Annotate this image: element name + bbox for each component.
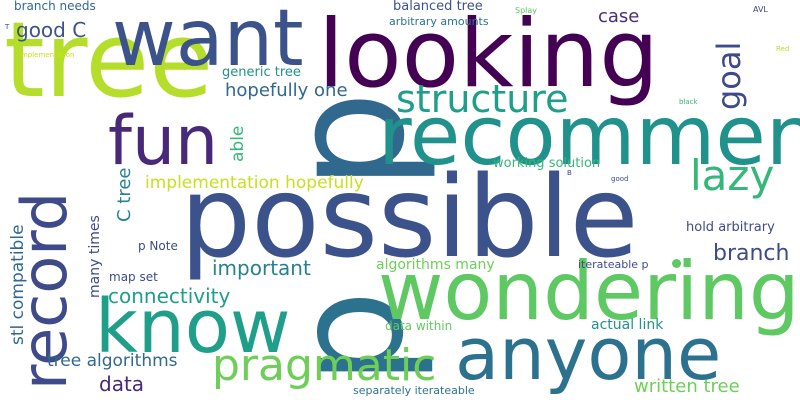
word-red: Red — [776, 45, 790, 53]
word-avl: AVL — [753, 5, 768, 14]
word-b: B — [567, 169, 572, 177]
word-separately-iterateable: separately iterateable — [353, 384, 475, 397]
word-anyone: anyone — [455, 312, 722, 396]
word-connectivity: connectivity — [108, 284, 231, 308]
word-working-solution: working solution — [493, 156, 601, 171]
word-map-set: map set — [109, 270, 158, 284]
word-looking: looking — [318, 0, 659, 109]
word-case: case — [598, 6, 640, 27]
word-recommend: recommend — [378, 89, 800, 184]
word-many-times: many times — [87, 215, 103, 298]
word-implementation: implementation — [19, 51, 75, 59]
dot-mark — [672, 259, 681, 268]
word-wondering: wondering — [378, 245, 800, 338]
word-hold-arbitrary: hold arbitrary — [686, 220, 775, 235]
word-tree: tree — [4, 0, 214, 121]
word-fun: fun — [108, 102, 219, 181]
word-able: able — [228, 125, 248, 162]
word-iterateable-p: iterateable p — [578, 258, 649, 271]
word-p-note: p Note — [138, 239, 178, 253]
word-c-tree: C tree — [114, 167, 135, 222]
word-data: data — [99, 372, 145, 396]
word-implementation-hopefully: implementation hopefully — [145, 173, 364, 193]
word-good: good — [611, 175, 629, 183]
word-balanced-tree: balanced tree — [393, 0, 483, 14]
word-know: know — [95, 284, 291, 370]
word-arbitrary-amounts: arbitrary amounts — [389, 15, 489, 28]
word-stl-compatible: stl compatible — [8, 224, 28, 345]
word-tree-algorithms: tree algorithms — [47, 351, 178, 371]
word-important: important — [212, 256, 311, 280]
word-want: want — [112, 0, 304, 84]
word-t: T — [5, 23, 10, 31]
word-goal: goal — [710, 41, 748, 110]
word-written-tree: written tree — [634, 376, 740, 397]
word-branch: branch — [713, 241, 790, 266]
word-data-within: data within — [385, 319, 453, 333]
word-structure: structure — [396, 77, 569, 121]
word-actual-link: actual link — [591, 317, 664, 333]
word-generic-tree: generic tree — [222, 65, 301, 80]
word-branch-needs: branch needs — [14, 0, 96, 13]
word-good-c: good C — [16, 18, 87, 42]
word-hopefully-one: hopefully one — [225, 80, 348, 101]
word-pragmatic: pragmatic — [212, 340, 437, 391]
word-algorithms-many: algorithms many — [376, 257, 495, 273]
word-splay: Splay — [515, 6, 538, 15]
word-lazy: lazy — [690, 151, 775, 200]
word-black: black — [679, 98, 698, 106]
word-possible: possible — [180, 153, 639, 283]
